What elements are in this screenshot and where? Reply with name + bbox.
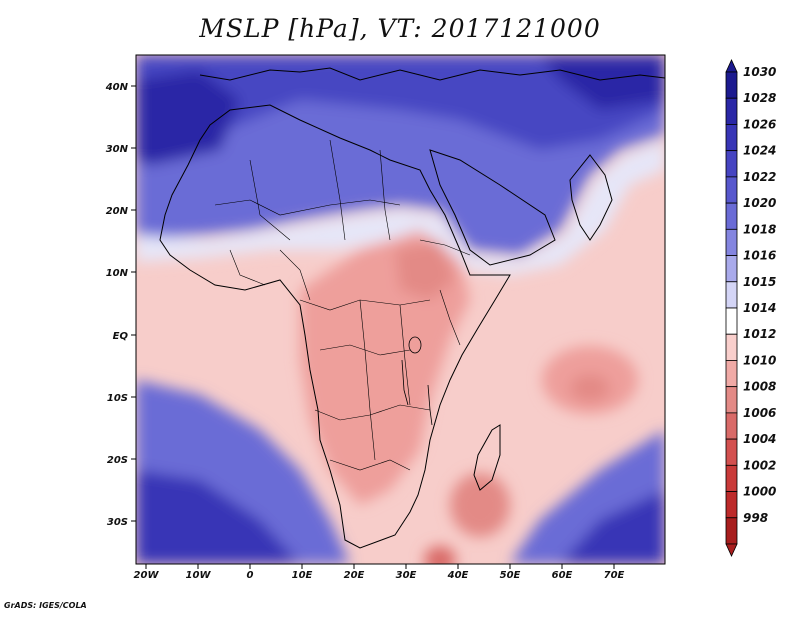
y-tick: 40N (105, 82, 136, 93)
y-tick: 20N (106, 206, 136, 217)
x-tick: 10W (186, 564, 212, 581)
y-tick: 10N (106, 268, 136, 279)
map-title: MSLP [hPa], VT: 2017121000 (199, 14, 601, 43)
coastlines (159, 67, 665, 549)
lakes (401, 336, 433, 426)
y-tick: EQ (113, 331, 136, 342)
transition-band-north (136, 140, 665, 275)
svg-text:40E: 40E (447, 570, 469, 581)
svg-text:60E: 60E (552, 570, 573, 581)
colorbar-swatch (725, 333, 738, 361)
colorbar-swatch (725, 71, 738, 99)
colorbar-label: 1015 (743, 275, 776, 289)
svg-text:10E: 10E (292, 570, 313, 581)
india-coastline (569, 154, 613, 241)
plot-frame (135, 54, 666, 565)
y-tick: 30N (106, 144, 136, 155)
y-tick: 20S (107, 455, 136, 466)
high-pressure-north-core (136, 55, 665, 160)
low-pressure-core-ethiopia (395, 240, 455, 300)
colorbar-label: 1010 (743, 353, 776, 367)
colorbar-label: 1018 (743, 222, 776, 236)
colorbar-swatch (725, 491, 738, 519)
colorbar-label: 1014 (743, 301, 776, 315)
y-tick: 30S (107, 517, 136, 528)
x-tick: 20W (134, 564, 160, 581)
colorbar-swatch (725, 150, 738, 178)
colorbar-bottom-arrow (725, 543, 738, 557)
colorbar-swatch (725, 438, 738, 466)
colorbar-swatch (725, 202, 738, 230)
low-pressure-mozambique-channel (424, 546, 456, 564)
colorbar-label: 1024 (743, 144, 776, 158)
colorbar-swatch (725, 255, 738, 283)
svg-text:EQ: EQ (113, 331, 129, 342)
colorbar-swatch (725, 464, 738, 492)
high-pressure-indian-core (560, 490, 665, 564)
svg-text:70E: 70E (604, 570, 625, 581)
svg-text:0: 0 (247, 570, 254, 581)
colorbar-swatch (725, 412, 738, 440)
colorbar-swatch (725, 517, 738, 545)
colorbar: 1030 1028 1026 1024 1022 1020 1018 1016 1015 1014… (725, 59, 776, 557)
x-tick: 0 (247, 564, 254, 581)
svg-text:20S: 20S (107, 455, 128, 466)
colorbar-label: 1000 (743, 485, 776, 499)
colorbar-swatch (725, 176, 738, 204)
svg-text:10S: 10S (107, 393, 128, 404)
colorbar-label: 1030 (743, 65, 776, 79)
svg-text:50E: 50E (500, 570, 521, 581)
colorbar-label: 1026 (743, 117, 776, 131)
x-tick: 30E (396, 564, 417, 581)
x-tick: 10E (292, 564, 313, 581)
country-borders (214, 139, 471, 471)
colorbar-swatch (725, 307, 738, 335)
arabia-coastline (429, 149, 556, 266)
y-tick: 10S (107, 393, 136, 404)
svg-text:30E: 30E (396, 570, 417, 581)
svg-text:10N: 10N (106, 268, 129, 279)
colorbar-label: 1020 (743, 196, 776, 210)
colorbar-label: 1004 (743, 432, 776, 446)
europe-coastline (199, 67, 665, 81)
x-tick: 60E (552, 564, 573, 581)
svg-text:20E: 20E (344, 570, 365, 581)
colorbar-swatch (725, 386, 738, 414)
high-pressure-atlantic (136, 70, 240, 165)
colorbar-label: 1012 (743, 327, 776, 341)
x-tick: 40E (447, 564, 469, 581)
grads-credit: GrADS: IGES/COLA (4, 601, 87, 610)
colorbar-swatch (725, 281, 738, 309)
colorbar-swatch (725, 360, 738, 388)
colorbar-label: 1028 (743, 91, 776, 105)
x-tick: 50E (500, 564, 521, 581)
svg-text:30N: 30N (106, 144, 129, 155)
high-pressure-asia (540, 55, 665, 110)
high-pressure-south-core (136, 470, 300, 564)
low-pressure-madagascar (450, 473, 510, 537)
colorbar-label: 1016 (743, 249, 776, 263)
svg-text:20W: 20W (134, 570, 160, 581)
colorbar-label: 1008 (743, 380, 776, 394)
colorbar-top-arrow (725, 59, 738, 73)
madagascar-coastline (473, 424, 501, 491)
x-tick: 20E (344, 564, 365, 581)
svg-text:20N: 20N (106, 206, 129, 217)
pressure-field (136, 55, 665, 564)
y-axis: 40N 30N 20N 10N EQ 10S 20S 30S (105, 82, 136, 528)
colorbar-swatch (725, 124, 738, 152)
colorbar-label: 1022 (743, 170, 776, 184)
x-axis: 20W 10W 0 10E 20E 30E 40E 50E 60E 70E (134, 564, 625, 581)
colorbar-label: 998 (743, 511, 768, 525)
x-tick: 70E (604, 564, 625, 581)
colorbar-swatch (725, 228, 738, 256)
svg-text:10W: 10W (186, 570, 212, 581)
svg-text:40N: 40N (105, 82, 129, 93)
svg-text:30S: 30S (107, 517, 128, 528)
colorbar-label: 1006 (743, 406, 776, 420)
colorbar-label: 1002 (743, 458, 776, 472)
colorbar-swatch (725, 97, 738, 125)
africa-coastline (159, 104, 511, 549)
